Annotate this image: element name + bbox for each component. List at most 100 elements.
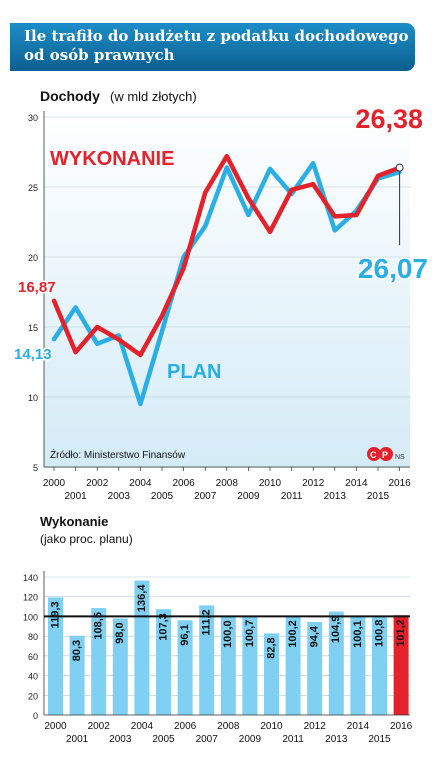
line-xtick-label: 2015 — [367, 491, 390, 502]
bar-category-label: 2007 — [196, 734, 219, 745]
line-xtick-label: 2011 — [281, 491, 303, 502]
bar-2012 — [307, 621, 323, 715]
bar-value-label: 82,8 — [265, 637, 277, 658]
bar-value-label: 119,3 — [49, 601, 61, 628]
bar-2016 — [393, 615, 409, 715]
bar-category-label: 2015 — [368, 734, 391, 745]
bar-category-label: 2013 — [325, 734, 348, 745]
bar-value-label: 100,8 — [373, 620, 385, 648]
bar-category-label: 2001 — [66, 734, 89, 745]
bar-2005 — [156, 609, 171, 715]
line-xtick-label: 2010 — [259, 478, 282, 489]
bar-category-label: 2010 — [260, 721, 283, 732]
bar-value-label: 136,4 — [136, 584, 148, 612]
annotation-last-wykonanie: 26,38 — [355, 104, 423, 134]
bar-ytick-label: 40 — [28, 672, 38, 682]
line-xtick-label: 2013 — [324, 491, 347, 502]
series-line-plan — [51, 160, 402, 407]
bar-value-label: 80,3 — [71, 640, 83, 661]
bar-category-label: 2009 — [239, 734, 262, 745]
bar-2007 — [199, 605, 215, 715]
header-banner: Ile trafiło do budżetu z podatku dochodo… — [10, 23, 415, 71]
bar-2010 — [264, 633, 279, 715]
bar-2008 — [220, 616, 236, 715]
bar-category-label: 2014 — [347, 721, 370, 732]
line-xtick-label: 2000 — [43, 478, 66, 489]
bar-2014 — [350, 616, 366, 715]
series-line-wykonanie — [51, 153, 402, 358]
line-xtick-label: 2014 — [345, 478, 368, 489]
bar-chart-title: Wykonanie — [40, 514, 108, 529]
bar-value-label: 111,2 — [201, 609, 213, 635]
bar-category-label: 2016 — [390, 721, 413, 732]
bar-value-label: 100,0 — [222, 620, 234, 648]
line-ytick-label: 10 — [28, 393, 38, 403]
bar-category-label: 2002 — [88, 721, 111, 732]
annotation-first-plan: 14,13 — [14, 346, 52, 363]
bar-ytick-label: 80 — [28, 632, 38, 642]
svg-text:P: P — [382, 450, 388, 460]
bar-2009 — [242, 615, 258, 715]
bar-category-label: 2000 — [44, 721, 67, 732]
line-xtick-label: 2003 — [108, 491, 131, 502]
line-ytick-label: 30 — [28, 113, 38, 123]
line-ytick-label: 15 — [28, 323, 38, 333]
source-note: Źródło: Ministerstwo Finansów — [50, 448, 186, 461]
bar-value-label: 96,1 — [179, 624, 191, 645]
bar-ytick-label: 60 — [28, 652, 38, 662]
line-chart-subtitle: (w mld złotych) — [110, 89, 197, 104]
series-label-plan: PLAN — [167, 361, 221, 383]
bar-category-label: 2006 — [174, 721, 197, 732]
bar-2006 — [177, 620, 193, 715]
line-xtick-label: 2008 — [216, 478, 239, 489]
bar-category-label: 2003 — [109, 734, 132, 745]
bar-value-label: 100,7 — [244, 620, 256, 648]
line-chart-title: Dochody — [40, 88, 100, 104]
bar-category-label: 2004 — [131, 721, 154, 732]
bar-2002 — [91, 608, 107, 715]
bar-2000 — [48, 597, 63, 715]
line-xtick-label: 2012 — [302, 478, 325, 489]
line-xtick-label: 2007 — [194, 491, 217, 502]
bar-category-label: 2011 — [282, 734, 304, 745]
bar-ytick-label: 0 — [33, 711, 38, 721]
bar-value-label: 100,1 — [352, 620, 364, 648]
bar-value-label: 98,0 — [114, 622, 126, 643]
bar-value-label: 107,3 — [157, 613, 169, 641]
bar-ytick-label: 140 — [23, 573, 38, 583]
bar-ytick-label: 120 — [23, 593, 38, 603]
svg-text:C: C — [370, 450, 377, 460]
bar-category-label: 2008 — [217, 721, 240, 732]
line-xtick-label: 2016 — [388, 478, 411, 489]
bar-2003 — [112, 618, 128, 715]
bar-value-label: 94,4 — [309, 625, 321, 647]
bar-value-label: 104,9 — [330, 616, 342, 644]
annotation-first-wykonanie: 16,87 — [18, 279, 56, 296]
bar-chart-subtitle: (jako proc. planu) — [40, 532, 133, 546]
bar-2015 — [372, 615, 387, 715]
page-title: Ile trafiło do budżetu z podatku dochodo… — [24, 27, 409, 64]
endpoint-marker — [395, 163, 404, 172]
publisher-logo: C P NS — [367, 447, 405, 461]
logo-text: NS — [395, 454, 405, 461]
series-label-wykonanie: WYKONANIE — [50, 148, 174, 170]
annotation-last-plan: 26,07 — [358, 253, 428, 284]
bar-value-label: 100,2 — [287, 620, 299, 648]
line-xtick-label: 2001 — [64, 491, 87, 502]
line-xtick-label: 2006 — [172, 478, 195, 489]
bar-value-label: 108,5 — [93, 612, 105, 640]
bar-value-label: 101,2 — [395, 619, 407, 647]
line-xtick-label: 2004 — [129, 478, 152, 489]
line-xtick-label: 2005 — [151, 491, 174, 502]
line-xtick-label: 2009 — [237, 491, 260, 502]
bar-2013 — [328, 611, 344, 715]
bar-2011 — [285, 616, 301, 715]
line-ytick-label: 25 — [28, 183, 38, 193]
bar-ytick-label: 20 — [28, 691, 38, 701]
bar-category-label: 2012 — [304, 721, 327, 732]
bar-2004 — [134, 580, 150, 715]
line-ytick-label: 5 — [33, 463, 38, 473]
bar-category-label: 2005 — [152, 734, 175, 745]
line-xtick-label: 2002 — [86, 478, 109, 489]
